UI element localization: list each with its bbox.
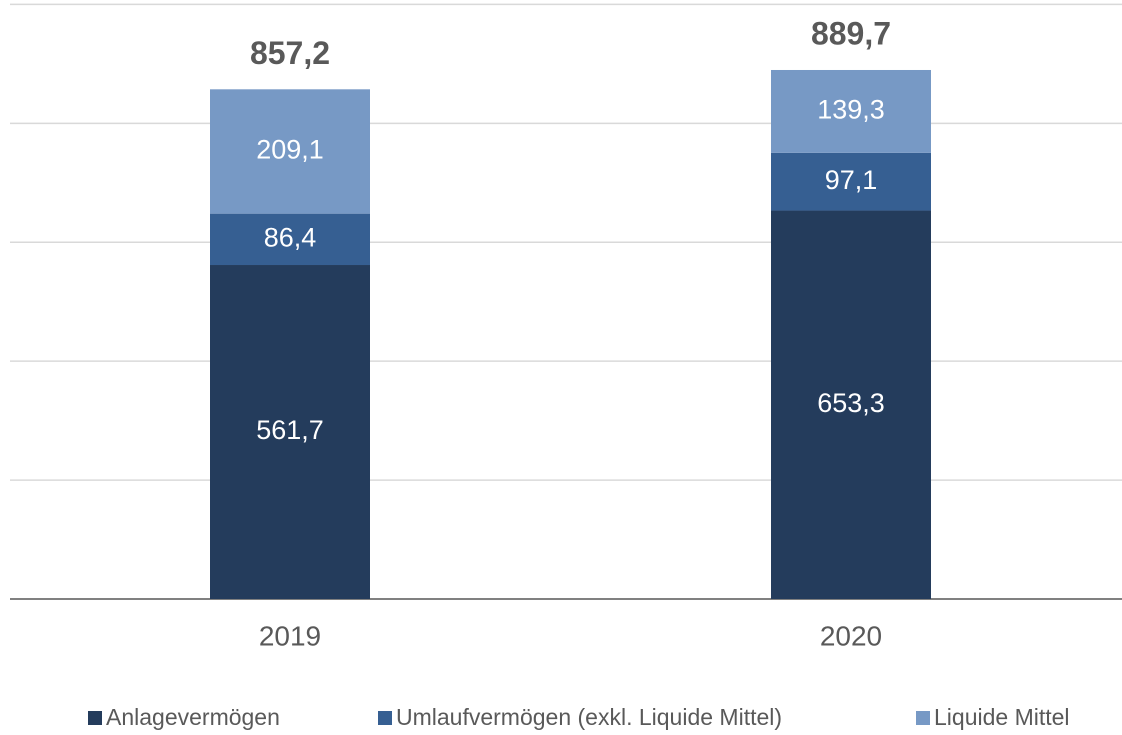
total-label: 857,2 — [250, 35, 330, 71]
legend-swatch — [378, 711, 392, 725]
legend-label: Anlagevermögen — [106, 704, 280, 730]
x-tick-label: 2019 — [259, 620, 321, 651]
x-tick-label: 2020 — [820, 620, 882, 651]
legend-swatch — [88, 711, 102, 725]
bar-segment — [771, 210, 931, 599]
data-label: 139,3 — [817, 95, 885, 125]
data-label: 653,3 — [817, 388, 885, 418]
data-label: 86,4 — [264, 222, 317, 252]
data-label: 97,1 — [825, 165, 878, 195]
bar-segment — [771, 69, 931, 153]
data-label: 209,1 — [256, 135, 324, 165]
bar-segment — [210, 89, 370, 214]
bar-segment — [771, 152, 931, 211]
legend-label: Umlaufvermögen (exkl. Liquide Mittel) — [396, 704, 782, 730]
total-label: 889,7 — [811, 15, 891, 51]
data-label: 561,7 — [256, 415, 324, 445]
bar-segment — [210, 265, 370, 599]
bar-segment — [210, 213, 370, 266]
legend-label: Liquide Mittel — [934, 704, 1070, 730]
legend-swatch — [916, 711, 930, 725]
